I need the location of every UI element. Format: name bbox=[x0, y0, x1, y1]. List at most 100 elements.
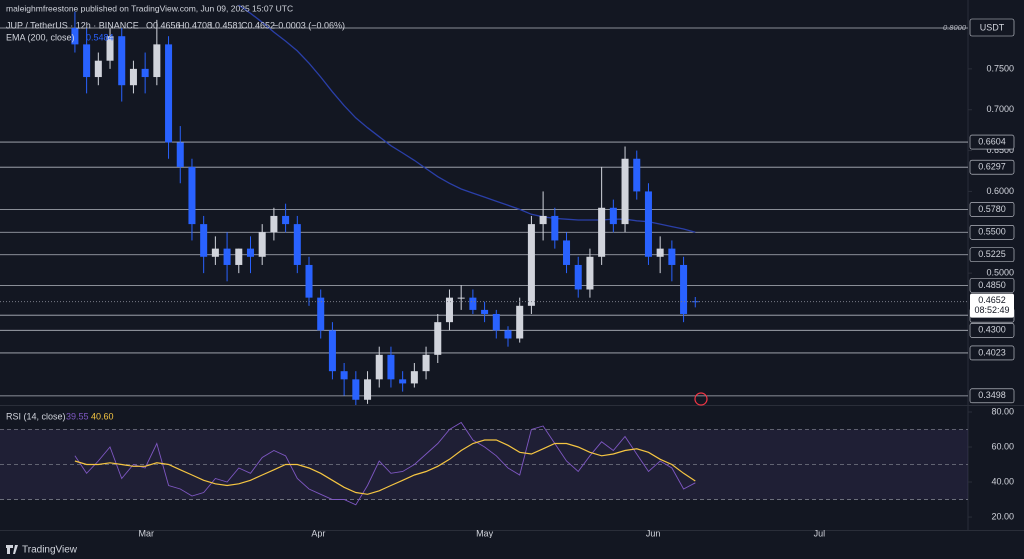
candle-body bbox=[633, 158, 641, 192]
candle-body bbox=[141, 68, 149, 78]
axes: 0.7500 0.7000 0.6500 0.6000 0.5000 0.8000 0.66… bbox=[139, 23, 1015, 538]
y-tick-label: 0.5000 bbox=[986, 268, 1014, 278]
candle-body bbox=[258, 232, 266, 257]
last-price: 0.4652 bbox=[978, 295, 1006, 305]
currency[interactable]: USDT bbox=[980, 22, 1005, 32]
countdown: 08:52:49 bbox=[974, 305, 1009, 315]
candle-body bbox=[621, 158, 629, 225]
currency-box[interactable] bbox=[969, 18, 1015, 37]
ema-legend: EMA (200, close) bbox=[6, 32, 75, 42]
candle-body bbox=[492, 313, 500, 331]
y-tick-label: 0.7000 bbox=[986, 104, 1014, 114]
level-box bbox=[969, 159, 1015, 175]
level-label: 0.5780 bbox=[978, 204, 1006, 214]
level-box bbox=[969, 224, 1015, 240]
candle-body bbox=[352, 379, 360, 400]
brand-logo bbox=[6, 545, 18, 554]
candle-body bbox=[656, 248, 664, 257]
rsi-tick-label: 60.00 bbox=[991, 441, 1014, 451]
candle-body bbox=[340, 371, 348, 380]
level-label: 0.6297 bbox=[978, 162, 1006, 172]
y-tick-label: 0.6500 bbox=[986, 145, 1014, 155]
candle-body bbox=[387, 354, 395, 380]
rsi-value: 39.55 bbox=[66, 411, 89, 421]
candle-body bbox=[563, 240, 571, 265]
level-box bbox=[969, 134, 1015, 150]
candle-body bbox=[282, 215, 290, 225]
publisher: maleighmfreestone published on TradingVi… bbox=[6, 3, 293, 13]
rsi-line bbox=[74, 439, 696, 495]
ema-line bbox=[238, 4, 696, 233]
candle-body bbox=[364, 379, 372, 400]
candle-body bbox=[106, 36, 114, 61]
candle-body bbox=[680, 264, 688, 314]
candle-body bbox=[94, 60, 102, 78]
candle-body bbox=[375, 354, 383, 380]
event-icon[interactable] bbox=[694, 392, 708, 406]
x-tick-label: Mar bbox=[139, 528, 155, 538]
candle-body bbox=[165, 44, 173, 143]
candle-body bbox=[246, 248, 254, 257]
footer bbox=[0, 538, 1024, 559]
candle-body bbox=[317, 297, 325, 331]
level-label: 0.3498 bbox=[978, 390, 1006, 400]
candle-body bbox=[644, 191, 652, 257]
candle-body bbox=[422, 354, 430, 372]
candle-body bbox=[504, 330, 512, 339]
candle-body bbox=[399, 379, 407, 384]
level-label: 0.4023 bbox=[978, 347, 1006, 357]
candle-body bbox=[574, 264, 582, 290]
ohlc-open: O0.4656 bbox=[146, 20, 181, 30]
last-price-box bbox=[970, 293, 1014, 318]
candle-body bbox=[305, 264, 313, 298]
candle-body bbox=[118, 36, 126, 86]
ema-value: 0.5484 bbox=[86, 32, 114, 42]
candle-body bbox=[586, 256, 594, 290]
candle-body bbox=[293, 224, 301, 265]
ohlc-high: H0.4708 bbox=[178, 20, 212, 30]
level-label: 0.5500 bbox=[978, 227, 1006, 237]
brand: TradingView bbox=[22, 545, 78, 556]
rsi-tick-label: 20.00 bbox=[991, 511, 1014, 521]
y-tick-label: 0.7500 bbox=[986, 63, 1014, 73]
candle-body bbox=[176, 142, 184, 167]
candle-body bbox=[410, 371, 418, 384]
rsi-pane bbox=[0, 421, 968, 506]
x-tick-label: May bbox=[476, 528, 494, 538]
candle-body bbox=[445, 297, 453, 323]
candle-body bbox=[691, 301, 699, 303]
level-box bbox=[969, 247, 1015, 263]
candle-body bbox=[527, 224, 535, 306]
candle-body bbox=[211, 248, 219, 257]
level-box bbox=[969, 345, 1015, 361]
x-tick-label: Jul bbox=[814, 528, 826, 538]
rsi-tick-label: 80.00 bbox=[991, 406, 1014, 416]
level-box bbox=[969, 323, 1015, 338]
level-box bbox=[969, 202, 1015, 217]
candle-body bbox=[469, 297, 477, 310]
level-label: 0.4300 bbox=[978, 325, 1006, 335]
x-tick-label: Jun bbox=[646, 528, 661, 538]
level-label: 0.5225 bbox=[978, 249, 1006, 259]
candle-body bbox=[153, 44, 161, 78]
level-tag: 0.8000 bbox=[943, 23, 967, 32]
price-pane bbox=[0, 4, 968, 405]
candle-body bbox=[270, 215, 278, 233]
candle-body bbox=[328, 330, 336, 372]
candle-body bbox=[129, 68, 137, 86]
rsi-tick-label: 40.00 bbox=[991, 476, 1014, 486]
symbol: JUP / TetherUS · 12h · BINANCE bbox=[6, 20, 139, 30]
candle-body bbox=[235, 248, 243, 265]
candle-body bbox=[200, 224, 208, 257]
level-box bbox=[969, 388, 1015, 404]
candle-body bbox=[668, 248, 676, 265]
ohlc-close: C0.4652 bbox=[241, 20, 275, 30]
ohlc-change: −0.0003 (−0.06%) bbox=[273, 20, 345, 30]
candle-body bbox=[71, 28, 79, 45]
level-label: 0.4850 bbox=[978, 280, 1006, 290]
rsi-legend: RSI (14, close) bbox=[6, 411, 66, 421]
level-box bbox=[969, 278, 1015, 293]
rsi-ma-value: 40.60 bbox=[91, 411, 114, 421]
y-tick-label: 0.6000 bbox=[986, 186, 1014, 196]
candle-body bbox=[598, 207, 606, 257]
